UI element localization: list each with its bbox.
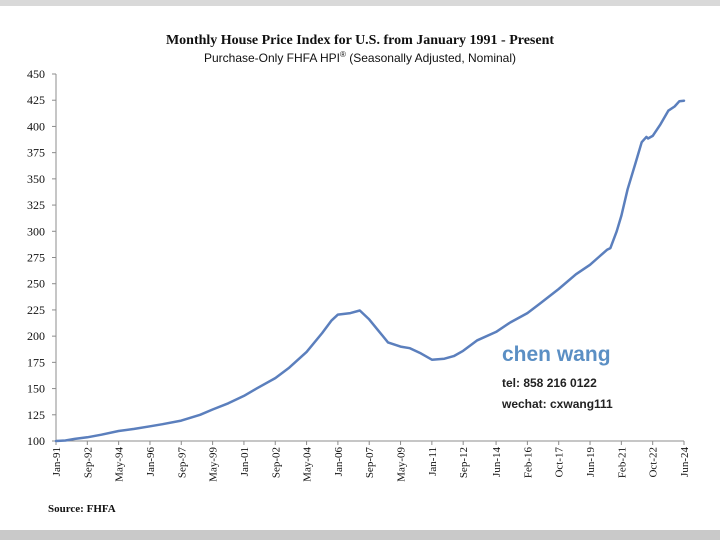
y-tick-label: 250 <box>27 277 45 291</box>
x-tick-label: Jun-19 <box>585 447 597 477</box>
y-tick-label: 150 <box>27 382 45 396</box>
x-tick-label: Jan-06 <box>333 447 345 477</box>
y-tick-label: 175 <box>27 355 45 369</box>
top-border-bar <box>0 0 720 6</box>
x-tick-label: Sep-12 <box>458 447 470 478</box>
x-tick-label: Feb-21 <box>616 447 628 478</box>
x-tick-label: Oct-22 <box>648 447 660 478</box>
subtitle-main: Purchase-Only FHFA HPI <box>203 51 341 65</box>
x-tick-label: Jun-14 <box>491 447 503 477</box>
series-line <box>54 99 686 443</box>
x-tick-label: Sep-07 <box>364 447 376 479</box>
x-tick-label: Jan-11 <box>427 447 439 476</box>
y-tick-label: 225 <box>27 303 45 317</box>
x-tick-label: Feb-16 <box>522 447 534 479</box>
source-label: Source: FHFA <box>48 503 116 515</box>
x-tick-label: Jan-96 <box>145 447 157 477</box>
bottom-border-bar <box>0 530 720 540</box>
watermark-wechat: wechat: cxwang111 <box>502 397 613 411</box>
subtitle-rest: (Seasonally Adjusted, Nominal) <box>345 51 517 65</box>
x-tick-label: May-09 <box>396 447 408 482</box>
x-tick-label: Sep-02 <box>270 447 282 478</box>
x-tick-label: Sep-97 <box>176 447 188 479</box>
y-tick-label: 300 <box>27 224 45 238</box>
x-tick-label: Jan-01 <box>239 447 251 476</box>
y-tick-label: 325 <box>27 198 45 212</box>
x-tick-label: May-99 <box>208 447 220 482</box>
watermark-name: chen wang <box>502 343 611 366</box>
x-tick-label: Jan-91 <box>51 447 63 476</box>
watermark-tel: tel: 858 216 0122 <box>502 376 597 390</box>
x-tick-label: Oct-17 <box>554 447 566 478</box>
y-tick-label: 275 <box>27 251 45 265</box>
y-tick-label: 375 <box>27 146 45 160</box>
x-tick-label: Jun-24 <box>679 447 691 477</box>
subtitle-registered-mark: ® <box>340 50 346 59</box>
x-tick-label: May-94 <box>114 447 126 482</box>
chart-subtitle: Purchase-Only FHFA HPI® (Seasonally Adju… <box>0 50 720 65</box>
y-tick-label: 200 <box>27 329 45 343</box>
y-tick-label: 350 <box>27 172 45 186</box>
y-tick-label: 400 <box>27 119 45 133</box>
x-tick-label: Sep-92 <box>82 447 94 478</box>
y-tick-label: 450 <box>27 67 45 81</box>
y-tick-label: 125 <box>27 408 45 422</box>
y-tick-label: 425 <box>27 93 45 107</box>
x-tick-label: May-04 <box>302 447 314 482</box>
chart-title: Monthly House Price Index for U.S. from … <box>165 33 555 48</box>
y-tick-label: 100 <box>27 434 45 448</box>
